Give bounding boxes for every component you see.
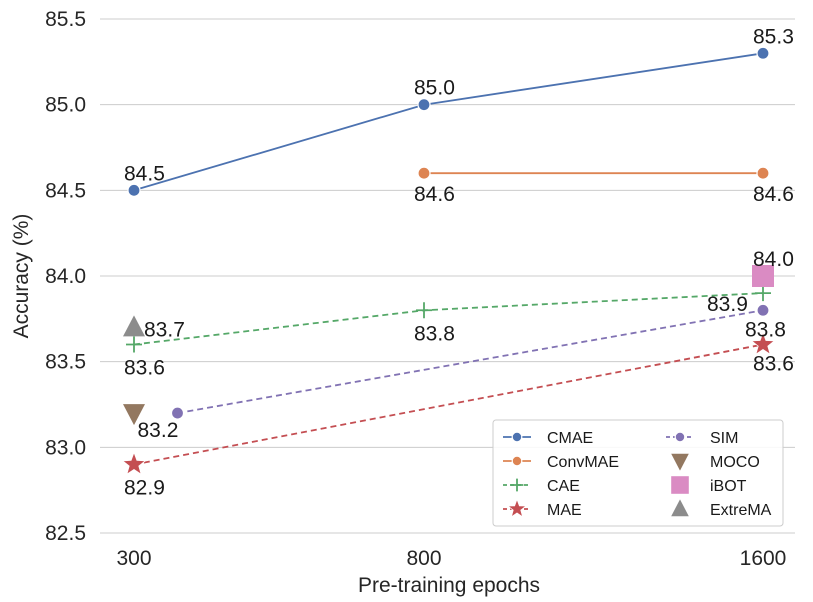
legend-label-sim: SIM (710, 430, 738, 447)
legend-label-mae: MAE (547, 502, 582, 519)
legend-label-extrema: ExtreMA (710, 502, 772, 519)
marker-cae (126, 336, 142, 353)
x-tick-label: 800 (406, 547, 441, 570)
legend-label-cmae: CMAE (547, 430, 593, 447)
legend-label-ibot: iBOT (710, 478, 747, 495)
data-label-mae: 82.9 (124, 476, 165, 499)
marker-mae (750, 331, 776, 356)
y-tick-label: 83.0 (45, 436, 86, 459)
marker-mae (121, 451, 147, 476)
legend-marker-ibot (671, 476, 689, 494)
tick-layer: 82.5 83.0 83.5 84.0 84.5 85.0 85.5 300 800 1600 (45, 8, 786, 570)
y-tick-label: 84.0 (45, 265, 86, 288)
legend-marker-extrema (671, 499, 689, 517)
y-tick-label: 82.5 (45, 522, 86, 545)
marker-convmae (417, 166, 431, 180)
legend-label-moco: MOCO (710, 454, 760, 471)
data-label-convmae: 84.6 (414, 183, 455, 206)
legend-label-cae: CAE (547, 478, 580, 495)
x-axis-title: Pre-training epochs (358, 574, 540, 597)
legend-marker-cae (510, 478, 524, 492)
legend-label-convmae: ConvMAE (547, 454, 619, 471)
series-layer (133, 52, 764, 466)
grid-layer (100, 18, 795, 534)
data-label-ibot: 84.0 (753, 248, 794, 271)
data-label-cmae: 84.5 (124, 162, 165, 185)
marker-layer (121, 46, 776, 476)
series-line-cmae (133, 52, 764, 192)
data-label-cmae: 85.3 (753, 25, 794, 48)
data-label-cae: 83.6 (124, 357, 165, 380)
legend-marker-mae (506, 498, 528, 518)
data-label-extrema: 83.7 (144, 318, 185, 341)
marker-sim (756, 303, 770, 317)
y-tick-label: 85.0 (45, 94, 86, 117)
marker-convmae (756, 166, 770, 180)
data-label-mae: 83.6 (753, 353, 794, 376)
marker-cmae (127, 183, 141, 197)
y-axis-title: Accuracy (%) (10, 214, 33, 339)
legend-marker-cmae (511, 431, 523, 443)
x-tick-label: 300 (116, 547, 151, 570)
y-tick-label: 84.5 (45, 179, 86, 202)
x-tick-label: 1600 (740, 547, 787, 570)
data-label-sim: 83.2 (138, 419, 179, 442)
legend-marker-sim (674, 431, 686, 443)
marker-cmae (756, 46, 770, 60)
legend-box (492, 419, 784, 527)
legend: CMAE ConvMAE CAE MAE SIM MOCO iBOT ExtreMA (492, 419, 784, 527)
marker-cmae (417, 98, 431, 112)
marker-ibot (752, 265, 774, 287)
data-label-cmae: 85.0 (414, 77, 455, 100)
data-label-cae: 83.9 (707, 293, 748, 316)
data-label-cae: 83.8 (414, 322, 455, 345)
data-label-convmae: 84.6 (753, 183, 794, 206)
legend-marker-moco (671, 453, 689, 471)
marker-extrema (123, 315, 145, 337)
marker-cae (416, 302, 432, 319)
y-tick-label: 85.5 (45, 8, 86, 31)
data-label-sim: 83.8 (745, 318, 786, 341)
series-line-sim (177, 309, 764, 414)
legend-marker-convmae (511, 455, 523, 467)
marker-sim (170, 406, 185, 420)
series-line-mae (133, 343, 764, 466)
marker-cae (755, 285, 771, 302)
y-tick-label: 83.5 (45, 351, 86, 374)
marker-moco (123, 404, 145, 426)
data-label-layer: 84.585.085.384.6 84.683.683.883.982.983.6… (124, 25, 794, 499)
